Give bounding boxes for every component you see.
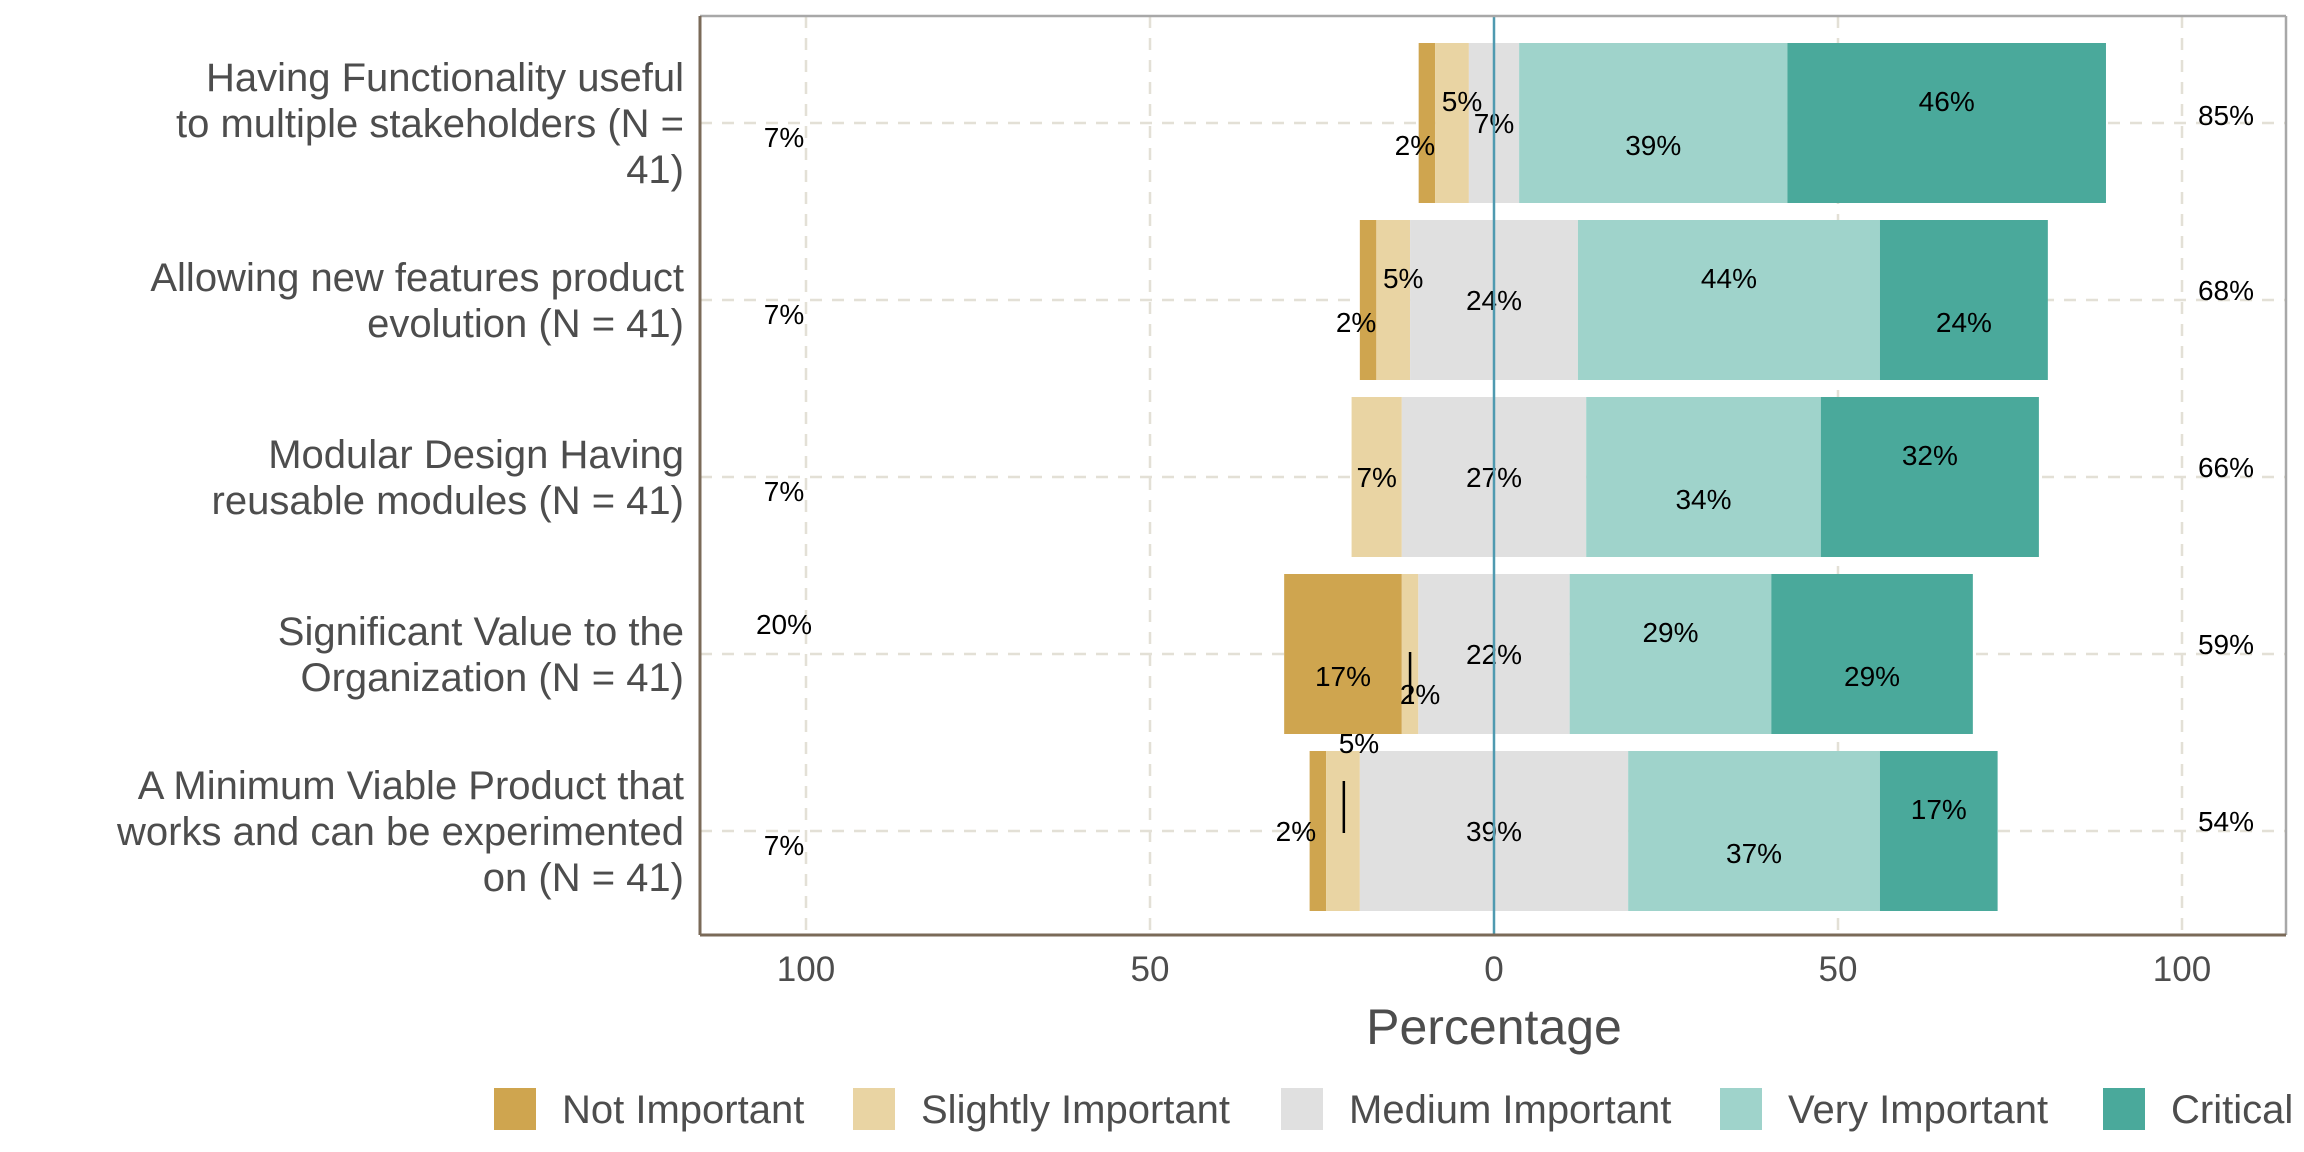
bar-1-4 <box>1879 220 2048 380</box>
category-label-4-1: works and can be experimented <box>116 810 684 854</box>
x-tick-label-1: 50 <box>1131 950 1170 989</box>
bar-2-1 <box>1351 397 1402 557</box>
legend-swatch-0 <box>494 1088 536 1130</box>
segment-label-0-1: 5% <box>1442 86 1482 117</box>
bar-4-3 <box>1628 751 1880 911</box>
segment-label-1-3: 44% <box>1701 263 1757 294</box>
segment-label-4-0: 2% <box>1276 816 1316 847</box>
segment-label-2-3: 34% <box>1675 484 1731 515</box>
x-tick-label-3: 50 <box>1819 950 1858 989</box>
bar-1-3 <box>1577 220 1880 380</box>
x-axis: 100 50 0 50 100 <box>777 950 2211 989</box>
legend-swatch-3 <box>1720 1088 1762 1130</box>
legend-swatch-1 <box>853 1088 895 1130</box>
bar-4-4 <box>1879 751 1998 911</box>
category-label-4-0: A Minimum Viable Product that <box>138 764 684 808</box>
high-total-3: 59% <box>2198 629 2254 660</box>
low-total-3: 20% <box>756 609 812 640</box>
x-axis-title: Percentage <box>1366 999 1622 1055</box>
segment-label-3-3: 29% <box>1642 617 1698 648</box>
segment-label-3-4: 29% <box>1844 661 1900 692</box>
low-total-2: 7% <box>764 476 804 507</box>
low-total-1: 7% <box>764 299 804 330</box>
category-label-0-2: 41) <box>626 148 684 192</box>
category-label-4-2: on (N = 41) <box>483 856 684 900</box>
segment-label-1-4: 24% <box>1936 307 1992 338</box>
category-label-1-0: Allowing new features product <box>150 256 684 300</box>
category-label-3-1: Organization (N = 41) <box>300 656 684 700</box>
x-tick-label-2: 0 <box>1484 950 1503 989</box>
x-tick-label-4: 100 <box>2153 950 2211 989</box>
category-label-2-1: reusable modules (N = 41) <box>212 479 684 523</box>
bar-0-4 <box>1787 43 2106 203</box>
high-total-0: 85% <box>2198 100 2254 131</box>
category-label-3-0: Significant Value to the <box>278 610 684 654</box>
bar-3-3 <box>1569 574 1772 734</box>
segment-label-4-1: 5% <box>1339 728 1379 759</box>
segment-label-3-0: 17% <box>1315 661 1371 692</box>
segment-label-1-0: 2% <box>1336 307 1376 338</box>
segment-label-3-1: 2% <box>1400 679 1440 710</box>
high-total-4: 54% <box>2198 806 2254 837</box>
segment-label-0-4: 46% <box>1919 86 1975 117</box>
bar-3-0 <box>1284 574 1402 734</box>
segment-label-2-4: 32% <box>1902 440 1958 471</box>
bars <box>1284 43 2106 911</box>
low-total-0: 7% <box>764 122 804 153</box>
bar-2-3 <box>1586 397 1821 557</box>
legend-label-1: Slightly Important <box>921 1088 1230 1132</box>
category-label-0-0: Having Functionality useful <box>206 56 684 100</box>
category-label-1-1: evolution (N = 41) <box>367 302 684 346</box>
legend-label-3: Very Important <box>1788 1088 2048 1132</box>
bar-3-4 <box>1771 574 1973 734</box>
bar-1-0 <box>1359 220 1377 380</box>
segment-label-1-1: 5% <box>1383 263 1423 294</box>
bar-0-3 <box>1519 43 1788 203</box>
x-tick-label-0: 100 <box>777 950 835 989</box>
bar-0-0 <box>1418 43 1436 203</box>
segment-label-4-3: 37% <box>1726 838 1782 869</box>
segment-label-0-0: 2% <box>1395 130 1435 161</box>
segment-label-2-1: 7% <box>1356 462 1396 493</box>
legend-swatch-2 <box>1281 1088 1323 1130</box>
category-label-0-1: to multiple stakeholders (N = <box>176 102 684 146</box>
legend-label-2: Medium Important <box>1349 1088 1671 1132</box>
category-label-2-0: Modular Design Having <box>268 433 684 477</box>
bar-0-1 <box>1435 43 1469 203</box>
bar-2-4 <box>1820 397 2039 557</box>
legend-swatch-4 <box>2103 1088 2145 1130</box>
bar-1-1 <box>1376 220 1411 380</box>
legend-label-4: Critical <box>2171 1088 2293 1132</box>
high-total-2: 66% <box>2198 452 2254 483</box>
legend: Not Important Slightly Important Medium Im… <box>494 1088 2293 1132</box>
high-total-1: 68% <box>2198 275 2254 306</box>
segment-label-4-4: 17% <box>1911 794 1967 825</box>
plot-panel <box>698 14 2288 937</box>
segment-label-0-3: 39% <box>1625 130 1681 161</box>
legend-label-0: Not Important <box>562 1088 804 1132</box>
low-total-4: 7% <box>764 830 804 861</box>
bar-4-0 <box>1309 751 1327 911</box>
